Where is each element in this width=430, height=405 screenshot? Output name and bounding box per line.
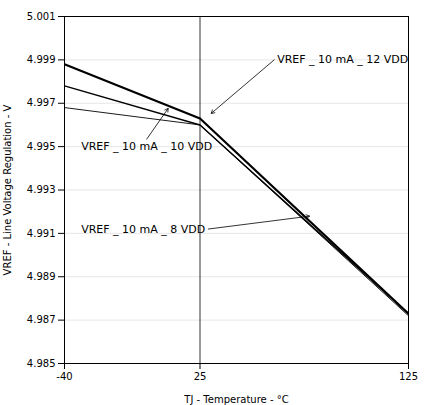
svg-text:4.993: 4.993: [27, 184, 56, 195]
svg-text:4.985: 4.985: [27, 358, 56, 369]
svg-text:4.997: 4.997: [27, 97, 56, 108]
svg-text:4.995: 4.995: [27, 141, 56, 152]
svg-text:5.001: 5.001: [27, 11, 56, 22]
svg-text:-40: -40: [56, 371, 72, 382]
svg-text:VREF _ 10 mA _ 8 VDD: VREF _ 10 mA _ 8 VDD: [81, 223, 205, 236]
svg-text:VREF _ 10 mA _ 10 VDD: VREF _ 10 mA _ 10 VDD: [81, 140, 212, 153]
svg-text:4.987: 4.987: [27, 314, 56, 325]
svg-text:VREF _ 10 mA _ 12 VDD: VREF _ 10 mA _ 12 VDD: [277, 53, 408, 66]
svg-text:25: 25: [194, 371, 207, 382]
svg-text:4.989: 4.989: [27, 271, 56, 282]
svg-text:4.991: 4.991: [27, 228, 56, 239]
svg-text:125: 125: [399, 371, 418, 382]
svg-text:VREF - Line Voltage Regulation: VREF - Line Voltage Regulation - V: [2, 104, 13, 275]
svg-text:TJ - Temperature - °C: TJ - Temperature - °C: [183, 394, 288, 405]
svg-text:4.999: 4.999: [27, 54, 56, 65]
